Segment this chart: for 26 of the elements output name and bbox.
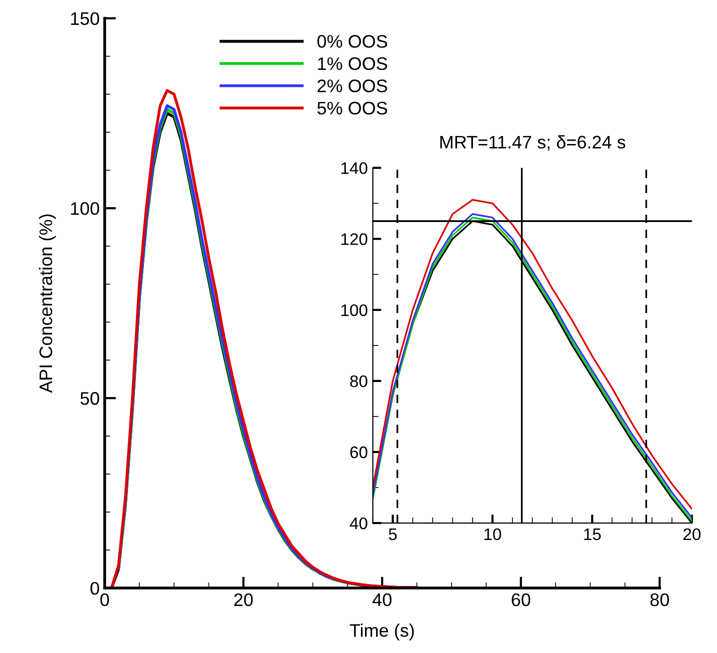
y-tick-label: 50 (80, 392, 100, 405)
x-tick-label: 10 (484, 528, 502, 540)
x-tick-label: 20 (683, 528, 701, 540)
y-tick-label: 100 (341, 304, 368, 316)
y-tick-label: 60 (350, 446, 368, 458)
y-tick-label: 40 (350, 517, 368, 530)
x-tick-label: 5 (388, 528, 397, 540)
legend-label: 1% OOS (318, 57, 388, 70)
legend-label: 5% OOS (317, 102, 388, 115)
x-tick-label: 80 (650, 593, 669, 606)
x-tick-label: 60 (512, 593, 530, 606)
y-tick-label: 0 (90, 582, 100, 595)
legend-label: 0% OOS (317, 35, 388, 48)
y-tick-label: 140 (341, 162, 368, 174)
chart-title: MRT=11.47 s; δ=6.24 s (440, 135, 626, 151)
y-tick-label: 100 (71, 202, 100, 215)
x-tick-label: 15 (584, 528, 601, 540)
y-tick-label: 120 (341, 233, 368, 246)
x-tick-label: 20 (234, 593, 253, 606)
y-tick-label: 80 (350, 375, 368, 388)
x-tick-label: 0 (100, 593, 109, 606)
legend-label: 2% OOS (318, 80, 388, 92)
x-axis-title: Time (s) (350, 624, 414, 640)
y-axis-title: API Concentration (%) (38, 214, 56, 393)
y-tick-label: 150 (71, 12, 100, 26)
x-tick-label: 40 (372, 593, 392, 606)
